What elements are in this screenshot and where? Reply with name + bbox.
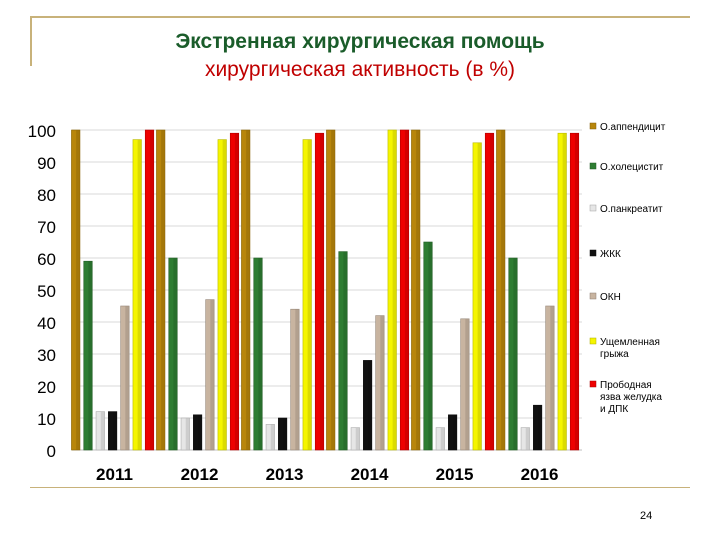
y-tick-label: 90 — [37, 154, 56, 173]
legend-label: О.холецистит — [600, 162, 664, 173]
legend-label: Ущемленная — [600, 337, 660, 348]
x-tick-label: 2012 — [181, 465, 219, 484]
bar-shade — [270, 424, 275, 450]
bar-shade — [125, 306, 130, 450]
bar-shade — [100, 411, 105, 450]
bar-shade — [331, 130, 335, 450]
bar-shade — [185, 418, 190, 450]
legend-swatch — [589, 122, 597, 130]
bar-chart: 0 10 20 30 40 50 60 70 80 90 100 2011 2012 2013 2014 20… — [28, 122, 666, 484]
legend-label: ОКН — [600, 292, 621, 303]
x-tick-label: 2016 — [521, 465, 559, 484]
bar-shade — [319, 133, 324, 450]
bar-shade — [416, 130, 420, 450]
bar-shade — [550, 306, 555, 450]
bar-shade — [368, 360, 372, 450]
bar-shade — [440, 427, 445, 450]
bar-shade — [198, 414, 202, 450]
bar-shade — [355, 427, 360, 450]
y-tick-label: 10 — [37, 410, 56, 429]
y-tick-label: 100 — [28, 122, 56, 141]
bar-shade — [307, 139, 312, 450]
frame-bottom-line — [30, 487, 690, 488]
bar-shade — [295, 309, 300, 450]
y-tick-label: 30 — [37, 346, 56, 365]
y-tick-label: 40 — [37, 314, 56, 333]
y-tick-label: 20 — [37, 378, 56, 397]
x-tick-label: 2013 — [266, 465, 304, 484]
frame-left-line — [30, 16, 32, 66]
bar — [193, 414, 203, 451]
x-tick-label: 2015 — [436, 465, 474, 484]
slide-title: Экстренная хирургическая помощь — [175, 30, 545, 53]
bar-shade — [222, 139, 227, 450]
bar-shade — [380, 315, 385, 450]
legend-swatch — [589, 292, 597, 300]
y-tick-label: 0 — [47, 442, 56, 461]
bar-shade — [210, 299, 215, 450]
bar-shade — [246, 130, 250, 450]
bar-shade — [161, 130, 165, 450]
x-tick-label: 2014 — [351, 465, 389, 484]
bar-shade — [574, 133, 579, 450]
page-number: 24 — [640, 510, 653, 522]
legend-swatch — [589, 249, 597, 257]
legend-label: и ДПК — [600, 404, 628, 415]
bar-shade — [76, 130, 80, 450]
legend-swatch — [589, 380, 597, 388]
frame-top-line — [30, 16, 690, 18]
y-tick-label: 80 — [37, 186, 56, 205]
bar-shade — [404, 130, 409, 450]
legend-label: Прободная — [600, 379, 652, 391]
bar-shade — [137, 139, 142, 450]
legend-swatch — [589, 162, 597, 170]
legend-label: О.панкреатит — [600, 204, 663, 215]
bar-shade — [538, 405, 542, 450]
legend-label: язва желудка — [600, 392, 662, 403]
bar-shade — [392, 130, 397, 450]
bar-shade — [149, 130, 154, 450]
legend-swatch — [589, 204, 597, 212]
legend-label: О.аппендицит — [600, 122, 666, 133]
legend-swatch — [589, 337, 597, 345]
bar-shade — [525, 427, 530, 450]
bar-shade — [88, 261, 93, 450]
slide-subtitle: хирургическая активность (в %) — [204, 58, 516, 81]
bar-shade — [283, 418, 287, 450]
legend-label: грыжа — [600, 349, 629, 360]
y-tick-label: 50 — [37, 282, 56, 301]
bar-shade — [489, 133, 494, 450]
bar-shade — [234, 133, 239, 450]
bar-shade — [258, 258, 263, 450]
bar-shade — [113, 411, 117, 450]
bar-shade — [501, 130, 505, 450]
bar-shade — [343, 251, 348, 450]
x-tick-label: 2011 — [96, 465, 133, 484]
bar-shade — [513, 258, 518, 450]
bar-shade — [465, 318, 470, 450]
bar-shade — [173, 258, 178, 450]
bar-shade — [453, 414, 457, 450]
y-tick-label: 70 — [37, 218, 56, 237]
legend-label: ЖКК — [600, 249, 621, 260]
bar — [95, 411, 105, 451]
bar-shade — [477, 142, 482, 451]
bar-shade — [562, 133, 567, 450]
bar-shade — [428, 242, 433, 450]
y-tick-label: 60 — [37, 250, 56, 269]
